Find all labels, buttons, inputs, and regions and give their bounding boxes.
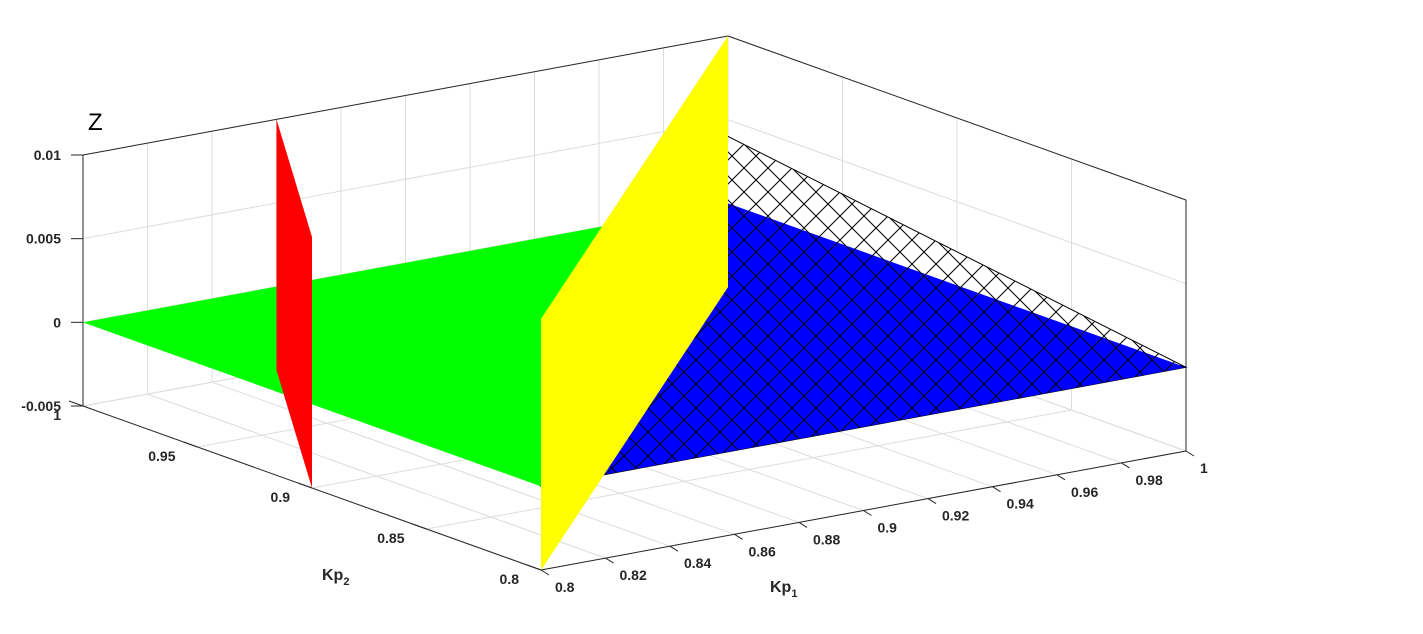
x-tick-mark xyxy=(863,510,872,516)
yellow-surface-front xyxy=(541,36,728,570)
tick-labels: 0.8 0.82 0.84 0.86 0.88 0.9 0.92 0.94 0.96 0.98 1 0… xyxy=(21,147,1208,595)
x-tick-mark xyxy=(1121,462,1130,469)
y-tick-mark xyxy=(526,564,542,571)
grid-line xyxy=(727,119,1187,285)
x-tick-mark xyxy=(605,557,614,564)
grid-line xyxy=(82,119,729,240)
x-tick-label: 0.98 xyxy=(1136,472,1163,488)
y-tick-mark xyxy=(412,523,427,530)
y-tick-mark xyxy=(297,482,313,489)
x-tick-label: 0.88 xyxy=(813,531,840,547)
z-tick-label: 0.005 xyxy=(26,231,61,247)
x-tick-label: 0.86 xyxy=(749,543,776,559)
y-tick-label: 1 xyxy=(53,407,61,423)
x-tick-label: 0.96 xyxy=(1071,484,1098,500)
x-axis-label: Kp1 xyxy=(770,579,797,600)
y-tick-mark xyxy=(68,400,84,407)
y-tick-label: 0.9 xyxy=(271,489,291,505)
x-tick-label: 0.92 xyxy=(942,508,969,524)
x-tick-label: 0.82 xyxy=(620,567,647,583)
x-tick-mark xyxy=(1056,474,1066,481)
x-tick-mark xyxy=(669,545,679,552)
z-axis-label: Z xyxy=(88,109,103,136)
y-tick-mark xyxy=(183,441,198,448)
y-tick-label: 0.95 xyxy=(148,448,175,464)
surfaces xyxy=(83,36,1188,570)
z-tick-label: -0.005 xyxy=(21,398,61,414)
y-axis-label: Kp2 xyxy=(322,567,349,588)
x-tick-mark xyxy=(734,533,743,540)
x-tick-mark xyxy=(927,498,937,505)
x-tick-label: 0.94 xyxy=(1007,496,1034,512)
x-tick-label: 0.8 xyxy=(555,579,575,595)
y-tick-label: 0.85 xyxy=(377,530,404,546)
x-tick-mark xyxy=(992,486,1001,493)
x-tick-mark xyxy=(798,521,808,528)
grid-line xyxy=(426,409,1072,530)
axis-edge xyxy=(727,35,1187,201)
axis-edge xyxy=(82,35,729,156)
red-surface xyxy=(276,119,312,489)
axes-box xyxy=(82,35,1187,571)
x-tick-mark xyxy=(540,569,550,576)
x-tick-label: 0.9 xyxy=(878,520,898,536)
y-tick-label: 0.8 xyxy=(500,571,520,587)
x-tick-mark xyxy=(1185,450,1195,457)
z-tick-label: 0 xyxy=(53,314,61,330)
x-tick-label: 0.84 xyxy=(684,555,711,571)
x-tick-label: 1 xyxy=(1200,460,1208,476)
z-tick-label: 0.01 xyxy=(34,147,61,163)
